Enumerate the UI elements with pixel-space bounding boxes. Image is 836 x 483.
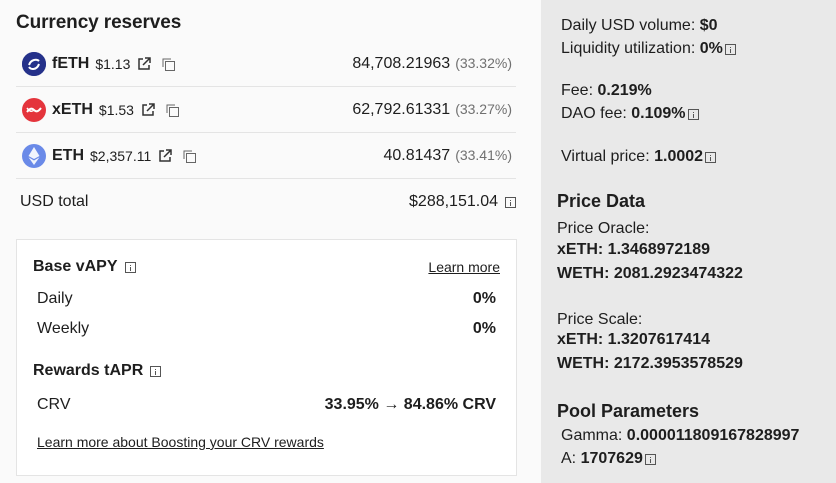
base-vapy-title: Base vAPY bbox=[33, 258, 118, 275]
info-icon[interactable] bbox=[705, 151, 717, 163]
info-icon[interactable] bbox=[505, 196, 516, 208]
pool-stats-panel: Daily USD volume: $0 Liquidity utilizati… bbox=[541, 0, 836, 483]
external-link-icon[interactable] bbox=[158, 149, 172, 163]
daily-apy-row: Daily 0% bbox=[37, 288, 496, 310]
coin-amount: 62,792.61331 (33.27%) bbox=[352, 101, 512, 119]
weekly-label: Weekly bbox=[37, 320, 90, 337]
pool-parameters-title: Pool Parameters bbox=[557, 401, 700, 421]
coin-percentage: (33.27%) bbox=[455, 101, 512, 117]
usd-total-value: $288,151.04 bbox=[409, 193, 498, 210]
fee-value: 0.219% bbox=[597, 82, 652, 99]
dao-fee-line: DAO fee: 0.109% bbox=[561, 105, 699, 123]
rewards-tapr-title: Rewards tAPR bbox=[33, 362, 144, 379]
crv-value: 33.95% → 84.86% CRV bbox=[324, 396, 496, 413]
virtual-price-line: Virtual price: 1.0002 bbox=[561, 148, 717, 166]
coin-row-xeth: xETH $1.53 62,792.61331 (33.27%) bbox=[16, 88, 516, 133]
currency-reserves-panel: Currency reserves fETH $1.13 84,708.2196… bbox=[16, 12, 517, 476]
gamma-label: Gamma: bbox=[561, 427, 623, 444]
external-link-icon[interactable] bbox=[137, 57, 152, 71]
gamma-value: 0.000011809167828997 bbox=[626, 427, 800, 444]
coin-symbol: fETH bbox=[52, 55, 90, 72]
info-icon[interactable] bbox=[124, 261, 136, 273]
coin-amount: 40.81437 (33.41%) bbox=[383, 147, 512, 165]
usd-total-row: USD total $288,151.04 bbox=[16, 180, 516, 224]
copy-icon[interactable] bbox=[183, 150, 197, 163]
daily-volume-value: $0 bbox=[699, 17, 718, 34]
liquidity-label: Liquidity utilization: bbox=[561, 40, 696, 57]
external-link-icon[interactable] bbox=[141, 103, 155, 117]
coin-price: $1.53 bbox=[98, 102, 134, 118]
coin-balance: 84,708.21963 bbox=[352, 55, 451, 72]
liquidity-utilization-line: Liquidity utilization: 0% bbox=[561, 40, 736, 58]
boost-crv-link[interactable]: Learn more about Boosting your CRV rewar… bbox=[37, 434, 324, 450]
learn-more-link[interactable]: Learn more bbox=[428, 259, 500, 275]
gamma-line: Gamma: 0.000011809167828997 bbox=[561, 427, 799, 445]
coin-row-eth: ETH $2,357.11 40.81437 (33.41%) bbox=[16, 134, 516, 179]
eth-icon bbox=[22, 144, 46, 168]
price-scale-xeth: xETH: 1.3207617414 bbox=[557, 331, 710, 348]
a-label: A: bbox=[561, 450, 577, 467]
apy-box: Base vAPY Learn more Daily 0% Weekly 0% … bbox=[16, 239, 517, 476]
coin-percentage: (33.32%) bbox=[455, 55, 512, 71]
copy-icon[interactable] bbox=[166, 104, 179, 117]
rewards-tapr-header: Rewards tAPR bbox=[33, 360, 500, 382]
virtual-price-label: Virtual price: bbox=[561, 148, 650, 165]
price-scale-label: Price Scale: bbox=[557, 311, 643, 328]
info-icon[interactable] bbox=[150, 365, 162, 377]
price-scale-weth: WETH: 2172.3953578529 bbox=[557, 355, 743, 372]
dao-fee-value: 0.109% bbox=[631, 105, 686, 122]
virtual-price-value: 1.0002 bbox=[654, 148, 704, 165]
a-param-line: A: 1707629 bbox=[561, 450, 656, 468]
coin-row-feth: fETH $1.13 84,708.21963 (33.32%) bbox=[16, 42, 516, 87]
usd-total-value-wrap: $288,151.04 bbox=[409, 193, 516, 211]
crv-label: CRV bbox=[37, 396, 71, 413]
price-oracle-xeth: xETH: 1.3468972189 bbox=[557, 241, 710, 258]
coin-balance: 40.81437 bbox=[383, 147, 451, 164]
info-icon[interactable] bbox=[724, 43, 736, 55]
weekly-value: 0% bbox=[472, 320, 496, 337]
coin-amount: 84,708.21963 (33.32%) bbox=[352, 55, 512, 73]
copy-icon[interactable] bbox=[162, 58, 176, 71]
fee-line: Fee: 0.219% bbox=[561, 82, 652, 100]
usd-total-label: USD total bbox=[20, 193, 89, 210]
reserves-title: Currency reserves bbox=[16, 12, 182, 33]
xeth-icon bbox=[22, 98, 46, 122]
info-icon[interactable] bbox=[644, 453, 656, 465]
coin-balance: 62,792.61331 bbox=[352, 101, 451, 118]
coin-symbol: xETH bbox=[52, 101, 93, 118]
base-vapy-header: Base vAPY Learn more bbox=[33, 256, 500, 278]
coin-price: $1.13 bbox=[95, 56, 131, 72]
daily-volume-label: Daily USD volume: bbox=[561, 17, 696, 34]
info-icon[interactable] bbox=[687, 108, 699, 120]
daily-label: Daily bbox=[37, 290, 73, 307]
crv-reward-row: CRV 33.95% → 84.86% CRV bbox=[37, 394, 496, 416]
coin-percentage: (33.41%) bbox=[455, 147, 512, 163]
liquidity-value: 0% bbox=[699, 40, 723, 57]
weekly-apy-row: Weekly 0% bbox=[37, 318, 496, 340]
coin-price: $2,357.11 bbox=[90, 148, 152, 164]
feth-icon bbox=[22, 52, 46, 76]
a-value: 1707629 bbox=[580, 450, 643, 467]
fee-label: Fee: bbox=[561, 82, 594, 99]
daily-volume-line: Daily USD volume: $0 bbox=[561, 17, 718, 35]
dao-fee-label: DAO fee: bbox=[561, 105, 627, 122]
coin-symbol: ETH bbox=[52, 147, 84, 164]
daily-value: 0% bbox=[472, 290, 496, 307]
price-data-title: Price Data bbox=[557, 191, 646, 211]
price-oracle-weth: WETH: 2081.2923474322 bbox=[557, 265, 743, 282]
price-oracle-label: Price Oracle: bbox=[557, 220, 650, 237]
